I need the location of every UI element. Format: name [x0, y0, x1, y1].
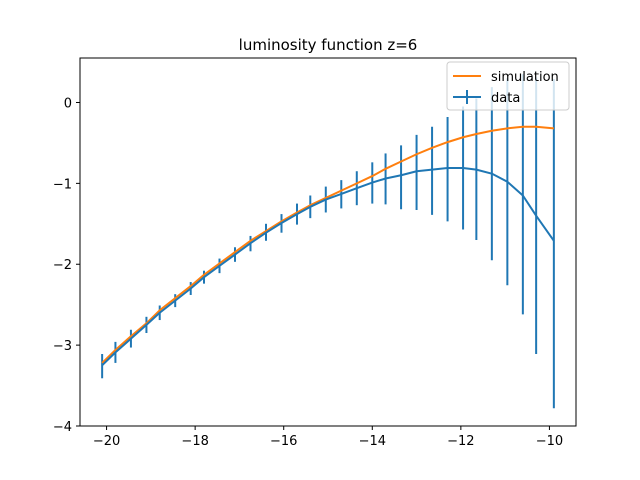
legend-simulation-label: simulation: [491, 70, 559, 85]
chart-title: luminosity function z=6: [239, 36, 418, 54]
x-tick-label: −14: [359, 434, 386, 449]
y-tick-label: −1: [53, 177, 72, 192]
x-tick-label: −10: [536, 434, 563, 449]
axes: −20 −18 −16 −14 −12 −10−4−3−2−10: [53, 96, 563, 449]
simulation-line: [101, 125, 554, 364]
data-line: [101, 166, 555, 367]
legend: simulation data: [446, 61, 570, 111]
x-tick-label: −20: [93, 434, 120, 449]
axes-frame: [79, 57, 577, 427]
legend-data-label: data: [491, 91, 520, 106]
x-tick-label: −16: [270, 434, 297, 449]
y-tick-label: −3: [53, 339, 72, 354]
y-tick-label: −2: [53, 258, 72, 273]
y-tick-label: 0: [64, 96, 72, 111]
plot-area: [101, 74, 555, 409]
y-tick-label: −4: [53, 420, 72, 435]
x-tick-label: −18: [181, 434, 208, 449]
x-tick-label: −12: [447, 434, 474, 449]
